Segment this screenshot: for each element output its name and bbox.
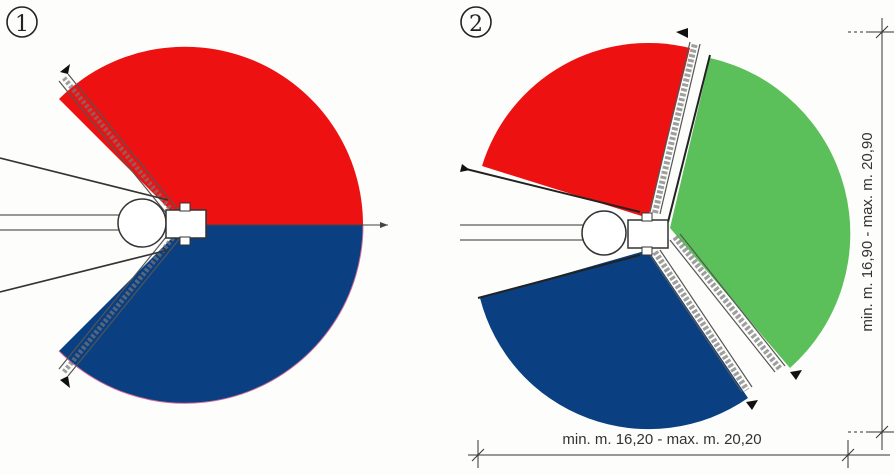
tank-2 <box>581 210 627 256</box>
machine-body-1 <box>165 209 207 239</box>
diagram-1: 1 ① <box>0 6 388 404</box>
sector-right <box>670 58 851 368</box>
panel-1-number: 1 <box>15 12 29 37</box>
axis-arrow <box>380 222 388 228</box>
boom-2-end-marker-bottom <box>746 400 758 410</box>
boom-2-right-lower <box>669 233 786 373</box>
diagram-2: 2 ② <box>460 6 851 430</box>
hitch-lines-2 <box>460 224 585 241</box>
hitch-lines <box>0 157 169 293</box>
rim-lower <box>58 224 364 404</box>
tank-1 <box>117 198 167 248</box>
panel-2-label-circle <box>460 6 492 38</box>
boom-2-green-edge <box>667 54 711 223</box>
boom-2-upper-right <box>649 41 701 215</box>
dimension-height-label: min. m. 16,90 - max. m. 20,90 <box>859 132 876 331</box>
dimension-width-label: min. m. 16,20 - max. m. 20,20 <box>562 431 761 448</box>
boom-2-end-marker-right <box>790 370 802 380</box>
panel-1-label-circle <box>6 6 38 38</box>
boom-2-left-upper-edge <box>461 167 641 213</box>
machine-head-1-bottom <box>179 236 191 246</box>
machine-head-1-top <box>179 202 191 212</box>
sector-upper-left <box>482 42 690 219</box>
boom-end-marker-lower <box>60 376 70 388</box>
boom-2-left-lower-edge <box>477 254 641 299</box>
sector-lower-left <box>480 250 748 430</box>
boom-end-marker-upper <box>60 64 70 74</box>
sector-upper <box>59 46 364 225</box>
dimension-vertical <box>848 18 894 450</box>
boom-2-lower <box>649 249 753 393</box>
sector-lower <box>59 225 364 404</box>
machine-head-2-top <box>641 212 653 222</box>
dimension-horizontal <box>468 440 890 468</box>
panel-2-number: 2 <box>469 12 483 37</box>
boom-2-end-marker-top <box>676 28 688 38</box>
boom-2-end-marker-left <box>460 164 470 172</box>
machine-body-2 <box>627 219 669 249</box>
machine-head-2-bottom <box>641 246 653 256</box>
